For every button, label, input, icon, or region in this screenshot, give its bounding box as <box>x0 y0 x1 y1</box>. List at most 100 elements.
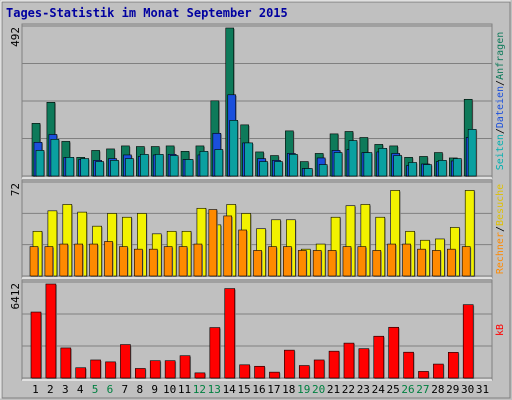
bar-seiten-day-17 <box>274 161 283 177</box>
bar-rechner-day-10 <box>163 246 173 277</box>
bar-seiten-day-9 <box>154 154 164 177</box>
bar-rechner-day-12 <box>193 243 203 277</box>
y-axis-max-label: 6412 <box>9 283 22 310</box>
bar-kb-day-24 <box>373 335 385 379</box>
bar-kb-day-29 <box>447 352 459 379</box>
bar-seiten-day-1 <box>35 150 45 177</box>
bar-rechner-day-6 <box>104 241 113 277</box>
x-tick-label-day-23: 23 <box>357 383 370 396</box>
x-tick-label-day-27: 27 <box>416 383 429 396</box>
bar-kb-day-16 <box>254 365 265 379</box>
x-tick-label-day-26: 26 <box>401 383 414 396</box>
bar-seiten-day-30 <box>467 129 477 177</box>
x-tick-label-day-14: 14 <box>223 383 237 396</box>
x-tick-label-day-9: 9 <box>151 383 158 396</box>
bar-seiten-day-28 <box>438 160 447 177</box>
x-tick-label-day-11: 11 <box>178 383 191 396</box>
side-legend-top: Seiten/Dateien/Anfragen <box>495 32 506 171</box>
bar-seiten-day-3 <box>65 157 75 177</box>
x-tick-label-day-1: 1 <box>32 383 39 396</box>
x-axis: 1 2 3 4 5 6 7 8 9 10 11 12 13 14 15 16 17 18 19 20 21 22 23 24 2… <box>32 383 489 396</box>
chart-panel-top: 492 <box>9 23 493 179</box>
x-tick-label-day-15: 15 <box>237 383 250 396</box>
bar-rechner-day-7 <box>119 246 128 277</box>
bar-rechner-day-30 <box>461 246 471 277</box>
side-legend-text: / <box>495 80 506 86</box>
x-tick-label-day-31: 31 <box>476 383 489 396</box>
bar-rechner-day-27 <box>417 248 426 277</box>
bar-rechner-day-5 <box>89 243 98 277</box>
bar-seiten-day-26 <box>408 162 417 177</box>
bar-kb-day-15 <box>239 364 250 379</box>
x-tick-label-day-12: 12 <box>193 383 206 396</box>
chart-title: Tages-Statistik im Monat September 2015 <box>6 6 288 20</box>
bar-seiten-day-29 <box>452 158 462 177</box>
bar-kb-day-14 <box>224 288 236 379</box>
bar-seiten-day-4 <box>80 158 90 177</box>
chart-panel-middle: 72 <box>9 179 493 279</box>
bar-kb-day-8 <box>135 368 146 379</box>
bar-seiten-day-6 <box>110 160 119 177</box>
x-tick-label-day-20: 20 <box>312 383 325 396</box>
x-tick-label-day-25: 25 <box>387 383 400 396</box>
bar-rechner-day-26 <box>402 243 411 277</box>
bar-kb-day-25 <box>388 326 399 379</box>
bar-rechner-day-8 <box>134 248 143 277</box>
bar-rechner-day-18 <box>283 246 292 277</box>
bar-seiten-day-18 <box>289 154 298 177</box>
chart-panels: 492 72 6412 <box>9 23 493 381</box>
bar-kb-day-23 <box>358 348 370 379</box>
bar-seiten-day-16 <box>259 161 268 177</box>
bar-rechner-day-2 <box>44 246 54 277</box>
side-legend-text: Dateien <box>495 86 506 128</box>
y-axis-max-label: 72 <box>9 183 22 196</box>
bar-rechner-day-17 <box>268 246 277 277</box>
x-tick-label-day-7: 7 <box>122 383 129 396</box>
bar-rechner-day-24 <box>372 250 382 277</box>
chart-panel-bottom: 6412 <box>9 279 493 381</box>
bar-seiten-day-11 <box>184 159 194 177</box>
bar-rechner-day-15 <box>238 229 247 277</box>
x-tick-label-day-10: 10 <box>163 383 176 396</box>
bar-seiten-day-21 <box>333 152 343 177</box>
bar-kb-day-3 <box>60 347 72 379</box>
bar-kb-day-13 <box>209 327 221 379</box>
x-tick-label-day-16: 16 <box>252 383 265 396</box>
bar-seiten-day-5 <box>95 161 104 177</box>
x-tick-label-day-5: 5 <box>92 383 99 396</box>
bar-seiten-day-23 <box>363 152 373 177</box>
bar-kb-day-6 <box>105 361 116 379</box>
bar-seiten-day-8 <box>140 154 149 177</box>
bar-rechner-day-23 <box>357 246 367 277</box>
bar-seiten-day-25 <box>393 155 402 177</box>
bar-rechner-day-28 <box>432 250 441 277</box>
bar-rechner-day-20 <box>312 250 322 277</box>
bar-seiten-day-19 <box>303 168 313 177</box>
bar-rechner-day-13 <box>208 209 218 277</box>
bar-rechner-day-1 <box>29 246 39 277</box>
side-legend-text: Anfragen <box>495 32 506 80</box>
side-legend-text: / <box>495 226 506 232</box>
bar-kb-day-10 <box>164 360 176 379</box>
x-tick-label-day-3: 3 <box>62 383 69 396</box>
bar-seiten-day-24 <box>378 148 388 177</box>
bar-seiten-day-13 <box>214 149 224 177</box>
bar-kb-day-18 <box>284 349 295 379</box>
bar-kb-day-7 <box>120 344 131 379</box>
bar-rechner-day-14 <box>223 215 233 277</box>
bar-rechner-day-9 <box>148 248 158 277</box>
y-axis-max-label: 492 <box>9 27 22 47</box>
x-tick-label-day-19: 19 <box>297 383 310 396</box>
bar-rechner-day-19 <box>297 250 307 277</box>
bar-rechner-day-29 <box>446 248 456 277</box>
bar-seiten-day-15 <box>244 142 253 177</box>
bar-kb-day-9 <box>149 360 161 379</box>
side-legend-bottom: kB <box>495 324 506 336</box>
bar-seiten-day-2 <box>50 139 60 177</box>
bar-seiten-day-14 <box>229 120 239 177</box>
x-tick-label-day-30: 30 <box>461 383 474 396</box>
